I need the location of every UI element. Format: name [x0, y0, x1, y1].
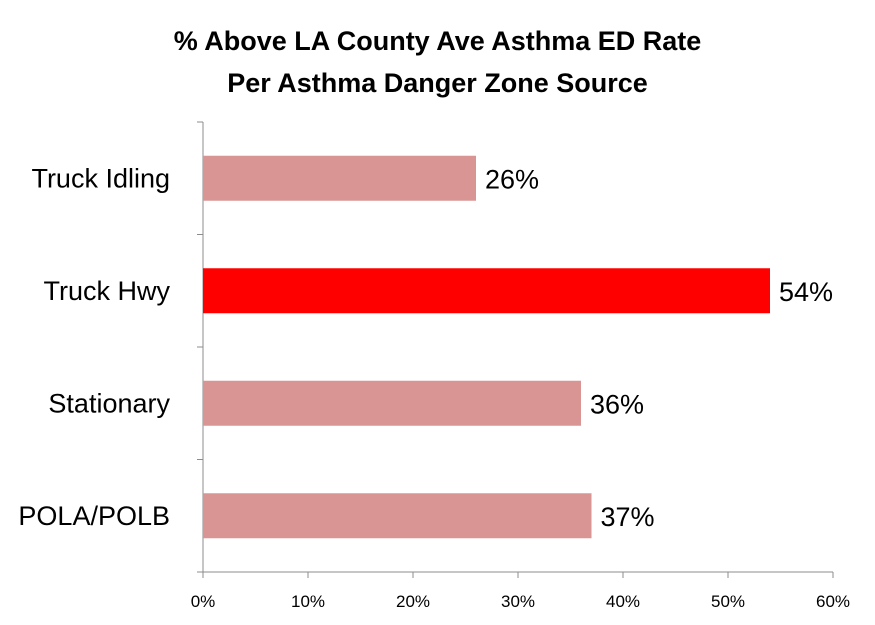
bar — [203, 155, 476, 201]
x-tick-label: 10% — [291, 592, 325, 611]
x-tick-label: 30% — [501, 592, 535, 611]
data-label: 37% — [601, 502, 655, 532]
x-tick-label: 20% — [396, 592, 430, 611]
category-label: Stationary — [48, 388, 170, 418]
x-tick-label: 0% — [191, 592, 216, 611]
data-label: 26% — [485, 164, 539, 194]
bar — [203, 380, 581, 426]
bar — [203, 493, 592, 539]
data-label: 54% — [779, 277, 833, 307]
chart-title: % Above LA County Ave Asthma ED Rate Per… — [0, 20, 875, 104]
chart-title-line-2: Per Asthma Danger Zone Source — [227, 68, 648, 98]
bar — [203, 268, 770, 314]
category-label: Truck Idling — [31, 163, 170, 193]
chart-title-line-1: % Above LA County Ave Asthma ED Rate — [173, 26, 702, 56]
x-tick-label: 60% — [816, 592, 850, 611]
data-label: 36% — [590, 389, 644, 419]
category-label: POLA/POLB — [18, 501, 170, 531]
x-tick-label: 40% — [606, 592, 640, 611]
category-label: Truck Hwy — [44, 276, 171, 306]
x-tick-label: 50% — [711, 592, 745, 611]
